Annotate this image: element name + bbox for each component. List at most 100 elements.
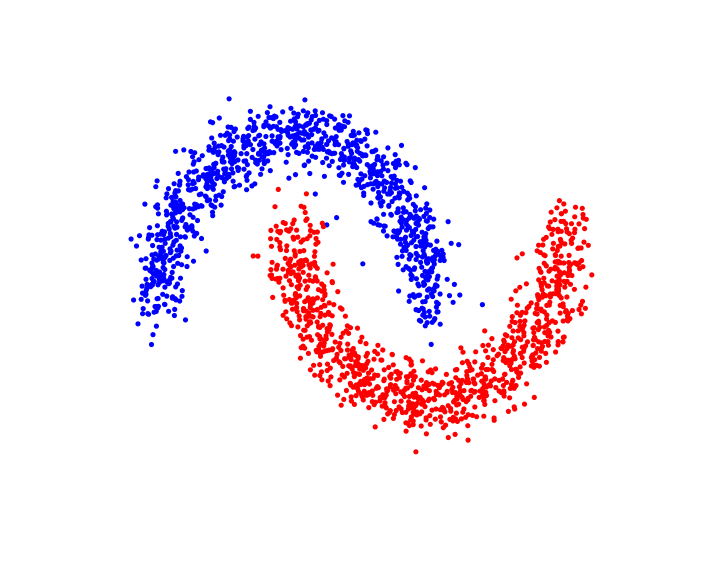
data-point xyxy=(212,204,218,210)
data-point xyxy=(128,236,134,242)
data-point xyxy=(210,186,216,192)
data-point xyxy=(500,382,506,389)
data-point xyxy=(304,149,310,155)
data-point xyxy=(539,294,545,300)
data-point xyxy=(191,233,197,239)
data-point xyxy=(191,159,197,165)
data-point xyxy=(448,240,454,246)
data-point xyxy=(261,160,267,167)
data-point xyxy=(250,253,256,259)
data-point xyxy=(335,289,341,295)
data-point xyxy=(571,286,578,292)
data-point xyxy=(359,334,365,340)
data-point xyxy=(285,152,291,158)
data-point xyxy=(188,148,194,155)
data-point xyxy=(324,121,330,128)
data-point xyxy=(517,318,523,324)
data-point xyxy=(570,235,576,241)
data-point xyxy=(145,298,151,304)
data-point xyxy=(224,130,230,136)
data-point xyxy=(392,152,398,158)
data-point xyxy=(247,108,253,114)
data-point xyxy=(151,256,157,262)
data-point xyxy=(321,340,327,346)
data-point xyxy=(413,234,419,240)
data-point xyxy=(380,347,386,353)
data-point xyxy=(354,137,360,143)
data-point xyxy=(435,273,441,279)
data-point xyxy=(553,349,559,355)
data-point xyxy=(280,312,286,318)
data-point xyxy=(579,205,585,211)
data-point xyxy=(314,319,320,325)
data-point xyxy=(423,210,429,216)
data-point xyxy=(273,266,280,272)
data-point xyxy=(270,294,276,300)
data-point xyxy=(567,316,573,322)
data-point xyxy=(327,150,333,156)
data-point xyxy=(344,347,351,353)
data-point xyxy=(284,145,290,151)
data-point xyxy=(381,378,387,384)
data-point xyxy=(322,312,328,318)
data-point xyxy=(544,283,551,289)
data-point xyxy=(380,162,386,168)
data-point xyxy=(190,181,196,187)
data-point xyxy=(549,231,555,237)
data-point xyxy=(478,371,484,377)
data-point xyxy=(288,282,294,288)
data-point xyxy=(547,219,553,225)
data-point xyxy=(211,170,217,176)
data-point xyxy=(461,388,467,394)
data-point xyxy=(366,405,372,411)
data-point xyxy=(504,346,510,352)
data-point xyxy=(317,336,323,342)
data-point xyxy=(425,256,432,262)
data-point xyxy=(176,252,182,259)
data-point xyxy=(458,345,464,351)
data-point xyxy=(408,272,414,278)
data-point xyxy=(541,324,548,330)
data-point xyxy=(496,388,502,394)
data-point xyxy=(253,125,259,131)
data-point xyxy=(194,217,201,224)
data-point xyxy=(472,404,478,410)
data-point xyxy=(392,185,398,191)
data-point xyxy=(363,353,369,359)
data-point xyxy=(536,354,543,360)
data-point xyxy=(139,283,145,289)
data-point xyxy=(373,129,379,135)
data-point xyxy=(406,298,412,304)
data-point xyxy=(338,402,344,408)
data-point xyxy=(440,254,446,260)
data-point xyxy=(143,256,149,262)
data-point xyxy=(142,201,148,207)
data-point xyxy=(408,358,414,365)
data-point xyxy=(420,238,426,244)
data-point xyxy=(555,288,562,294)
data-point xyxy=(292,172,299,178)
data-point xyxy=(453,410,459,416)
data-point xyxy=(456,242,462,248)
data-point xyxy=(347,380,353,386)
data-point xyxy=(304,334,310,340)
data-point xyxy=(234,134,240,140)
data-point xyxy=(339,170,345,176)
data-point xyxy=(479,302,485,308)
data-point xyxy=(164,212,170,218)
data-point xyxy=(184,254,190,260)
data-point xyxy=(184,263,190,270)
data-point xyxy=(263,133,269,140)
data-point xyxy=(385,168,391,174)
data-point xyxy=(431,216,437,222)
data-point xyxy=(285,125,291,131)
data-point xyxy=(534,306,540,312)
data-point xyxy=(158,237,164,243)
data-point xyxy=(418,377,424,383)
data-point xyxy=(372,424,378,430)
data-point xyxy=(382,223,388,229)
data-point xyxy=(225,148,231,154)
data-point xyxy=(203,165,209,172)
data-point xyxy=(341,162,347,168)
data-point xyxy=(409,240,415,246)
